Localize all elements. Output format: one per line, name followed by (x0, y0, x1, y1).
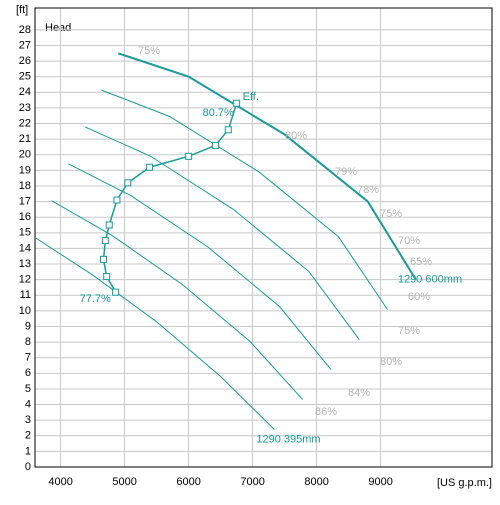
efficiency-contour-label: 65% (410, 256, 432, 268)
y-tick-label: 25 (19, 71, 31, 83)
impeller-curve (51, 200, 304, 400)
y-tick-label: 11 (20, 289, 31, 301)
efficiency-contour-label: 75% (398, 325, 420, 337)
y-tick-label: 21 (19, 133, 31, 145)
efficiency-marker (105, 221, 113, 229)
y-tick-label: 16 (19, 211, 31, 223)
y-tick-label: 19 (19, 164, 31, 176)
y-tick-label: 17 (19, 195, 31, 207)
impeller-curve (68, 163, 332, 370)
grid (35, 8, 492, 468)
impeller-curve (101, 89, 388, 310)
y-tick-label: 7 (25, 352, 31, 364)
curve-label: 1290 600mm (398, 274, 462, 286)
efficiency-value: 77.7% (80, 293, 111, 305)
efficiency-contour-label: 79% (335, 166, 357, 178)
efficiency-marker (233, 99, 241, 107)
efficiency-marker (112, 288, 120, 296)
y-tick-label: 13 (19, 258, 31, 270)
y-tick-label: 5 (25, 383, 31, 395)
y-tick-label: 9 (25, 320, 31, 332)
efficiency-contour-label: 75% (380, 208, 402, 220)
y-tick-label: 18 (19, 180, 31, 192)
efficiency-marker (113, 196, 121, 204)
efficiency-contour-label: 80% (285, 130, 307, 142)
x-tick-label: 6000 (176, 476, 200, 488)
efficiency-marker (99, 255, 107, 263)
x-tick-label: 8000 (304, 476, 328, 488)
efficiency-marker (103, 273, 111, 281)
y-tick-label: 12 (19, 274, 31, 286)
y-tick-label: 1 (25, 445, 31, 457)
efficiency-value: 80.7% (203, 107, 234, 119)
x-axis-label: [US g.p.m.] (437, 477, 492, 489)
y-tick-label: 27 (19, 39, 31, 51)
y-tick-label: 15 (19, 227, 31, 239)
chart-title: Head (45, 22, 71, 34)
y-axis-label: [ft] (16, 4, 28, 16)
efficiency-label: Eff. (243, 91, 259, 103)
x-tick-label: 7000 (240, 476, 264, 488)
impeller-curve (84, 126, 360, 340)
y-tick-label: 10 (19, 305, 31, 317)
curve-label: 1290 395mm (256, 433, 320, 445)
efficiency-contour-label: 84% (348, 387, 370, 399)
impeller-curve (117, 52, 417, 281)
y-tick-label: 28 (19, 24, 31, 36)
x-tick-label: 4000 (48, 476, 72, 488)
y-tick-label: 23 (19, 102, 31, 114)
efficiency-marker (146, 163, 154, 171)
efficiency-contour-label: 86% (315, 406, 337, 418)
y-tick-label: 14 (19, 242, 31, 254)
y-tick-label: 0 (25, 461, 31, 473)
efficiency-marker (124, 179, 132, 187)
efficiency-contour-label: 80% (380, 356, 402, 368)
y-tick-label: 26 (19, 55, 31, 67)
y-tick-label: 6 (25, 367, 31, 379)
efficiency-marker (101, 237, 109, 245)
y-tick-label: 24 (19, 86, 31, 98)
x-tick-label: 9000 (368, 476, 392, 488)
efficiency-contour-label: 60% (408, 291, 430, 303)
efficiency-contour-label: 78% (357, 184, 379, 196)
y-tick-label: 4 (25, 398, 31, 410)
efficiency-marker (185, 152, 193, 160)
y-tick-label: 20 (19, 149, 31, 161)
efficiency-contour-label: 70% (398, 235, 420, 247)
efficiency-contour-label: 75% (138, 45, 160, 57)
y-tick-label: 8 (25, 336, 31, 348)
y-tick-label: 3 (25, 414, 31, 426)
efficiency-marker (211, 141, 219, 149)
impeller-curve (34, 237, 275, 430)
efficiency-marker (224, 126, 232, 134)
y-tick-label: 2 (25, 430, 31, 442)
y-tick-label: 22 (19, 117, 31, 129)
x-tick-label: 5000 (112, 476, 136, 488)
